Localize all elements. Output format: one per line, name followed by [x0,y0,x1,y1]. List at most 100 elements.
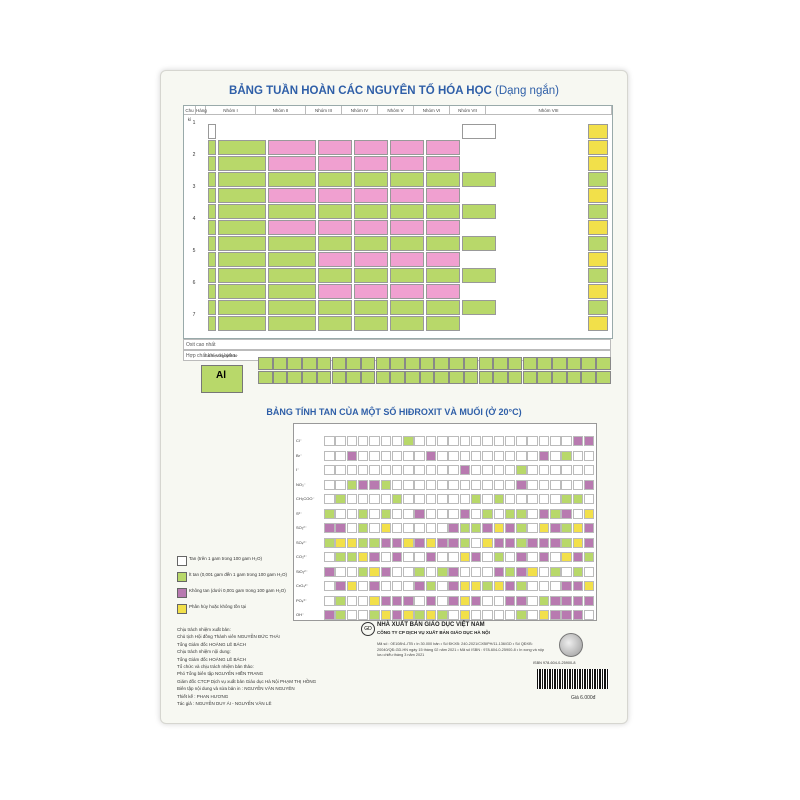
periodic-table: Chu kì Hàng Nhóm I Nhóm II Nhóm III Nhóm IV Nh… [183,105,613,339]
period-label: 4 [192,216,196,222]
solubility-cell [380,465,391,475]
solubility-cell [459,523,471,533]
solubility-cell [357,552,369,562]
solubility-cell [527,610,538,620]
solubility-cell [448,595,459,606]
solubility-cell [550,508,561,519]
solubility-legend: Tan (trên 1 gam trong 100 gam H₂O) Ít ta… [177,556,297,620]
element-cell [268,140,316,155]
anion-label: SiO₃²⁻ [296,568,308,574]
solubility-cell [561,552,572,562]
solubility-cell [335,436,346,446]
period-label: 6 [192,280,196,286]
solubility-cell [470,595,482,606]
solubility-cell [504,494,516,504]
periodic-header: Hàng [196,106,207,115]
anion-label: PO₄³⁻ [296,597,307,603]
f-block-cell [478,357,493,370]
element-cell [318,188,352,203]
f-block-cell [463,357,479,370]
solubility-cell [583,465,595,475]
element-cell [426,220,460,235]
solubility-cell [369,595,380,606]
element-cell [354,284,388,299]
solubility-cell [538,566,550,577]
element-cell [588,124,608,139]
f-block-cell [566,371,582,384]
element-cell [318,236,352,251]
solubility-cell [335,523,346,533]
element-cell [208,300,216,315]
f-block-cell [552,357,567,370]
element-cell [390,156,424,171]
element-cell [354,252,388,267]
solubility-cell [437,479,448,490]
solubility-cell [324,450,335,461]
solubility-cell [504,537,516,548]
solubility-cell [527,450,538,461]
solubility-cell [425,595,437,606]
element-cell [218,140,266,155]
solubility-cell [550,581,561,591]
solubility-cell [504,479,516,490]
solubility-cell [414,537,425,548]
solubility-cell [335,566,346,577]
solubility-cell [425,465,437,475]
element-cell [208,188,216,203]
solubility-cell [470,552,482,562]
solubility-cell [482,581,493,591]
solubility-cell [437,494,448,504]
element-cell [318,300,352,315]
f-block-cell [360,357,376,370]
element-cell [208,204,216,219]
element-cell [354,188,388,203]
element-cell [426,252,460,267]
element-cell [354,268,388,283]
solubility-cell [324,552,335,562]
element-cell [462,236,496,251]
solubility-cell [335,465,346,475]
solubility-cell [470,537,482,548]
anion-label: NO₃⁻ [296,481,306,487]
legend-item: Tan (trên 1 gam trong 100 gam H₂O) [177,556,297,572]
element-cell [268,172,316,187]
solubility-cell [538,523,550,533]
solubility-cell [425,552,437,562]
element-cell [218,220,266,235]
element-cell [268,156,316,171]
solubility-cell [561,537,572,548]
solubility-cell [403,537,414,548]
solubility-cell [470,436,482,446]
solubility-cell [391,523,403,533]
solubility-cell [346,566,358,577]
f-block-cell [449,357,464,370]
element-cell [208,124,216,139]
f-block-cell [302,357,317,370]
solubility-cell [357,494,369,504]
solubility-cell [561,436,572,446]
element-cell [268,316,316,331]
element-cell [462,124,496,139]
element-cell [588,220,608,235]
solubility-cell [448,479,459,490]
element-cell [390,204,424,219]
solubility-cell [380,595,391,606]
solubility-cell [482,465,493,475]
solubility-cell [346,508,358,519]
solubility-cell [357,537,369,548]
element-cell [588,140,608,155]
element-cell [426,316,460,331]
solubility-cell [538,494,550,504]
solubility-cell [414,566,425,577]
solubility-cell [391,436,403,446]
solubility-cell [572,523,584,533]
solubility-cell [482,610,493,620]
barcode-icon [537,669,609,689]
solubility-cell [448,566,459,577]
element-cell [390,268,424,283]
anion-label: CrO₄²⁻ [296,583,309,588]
element-cell [426,236,460,251]
solubility-cell [572,494,584,504]
solubility-cell [459,436,471,446]
solubility-cell [493,508,504,519]
